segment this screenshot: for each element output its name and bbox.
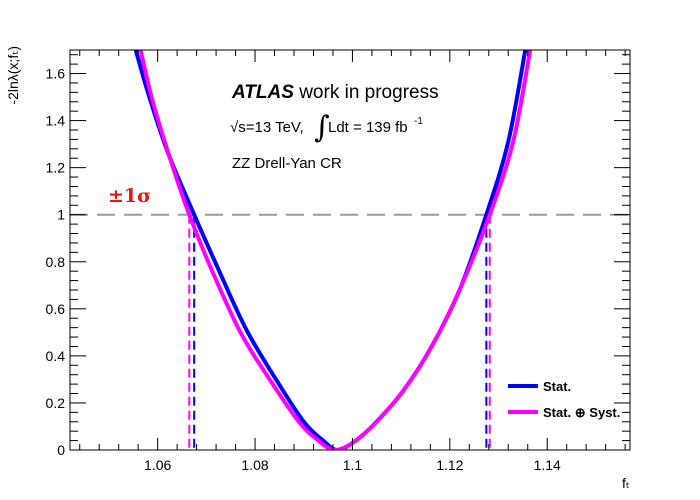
x-tick-label: 1.1 [343, 457, 363, 473]
one-sigma-label: ±1σ [108, 185, 151, 207]
atlas-bold-text: ATLAS [231, 82, 294, 103]
energy-lumi-label: √s=13 TeV, ∫ Ldt = 139 fb -1 [230, 110, 423, 145]
lumi-text: Ldt = 139 fb [328, 119, 408, 136]
x-tick-label: 1.06 [144, 457, 171, 473]
series-line-stat-syst [138, 50, 533, 450]
y-axis-title: -2lnλ(x;fₜ) [5, 46, 21, 105]
energy-text: √s=13 TeV, [230, 119, 304, 136]
y-tick-label: 1 [57, 207, 65, 223]
atlas-rest-text: work in progress [294, 82, 439, 103]
plot-frame [69, 49, 631, 451]
atlas-label: ATLAS work in progress [231, 82, 439, 103]
y-tick-label: 1.4 [46, 113, 66, 129]
legend-label-stat: Stat. [543, 379, 571, 394]
x-tick-label: 1.12 [436, 457, 463, 473]
x-tick-label: 1.08 [241, 457, 268, 473]
legend: Stat. Stat. ⊕ Syst. [508, 379, 620, 420]
x-axis-title: fₜ [622, 475, 630, 491]
axis-ticks [70, 50, 630, 451]
y-tick-label: 0 [57, 442, 65, 458]
lumi-exponent: -1 [414, 116, 423, 127]
y-tick-label: 1.2 [46, 160, 66, 176]
interval-lines-layer [188, 214, 491, 450]
x-tick-label: 1.14 [534, 457, 561, 473]
y-tick-label: 0.8 [46, 254, 66, 270]
y-tick-label: 1.6 [46, 66, 66, 82]
integral-sign: ∫ [314, 110, 330, 145]
y-tick-label: 0.6 [46, 301, 66, 317]
legend-label-stat-syst: Stat. ⊕ Syst. [543, 405, 620, 420]
y-tick-label: 0.2 [46, 395, 66, 411]
axis-tick-labels: 1.06 1.08 1.1 1.12 1.14 0 0.2 0.4 0.6 0.8 1 1.2 1.4 1… [46, 66, 562, 473]
y-tick-label: 0.4 [46, 348, 66, 364]
region-label: ZZ Drell-Yan CR [232, 155, 342, 172]
svg-text:ATLAS work in progress: ATLAS work in progress [231, 82, 439, 103]
